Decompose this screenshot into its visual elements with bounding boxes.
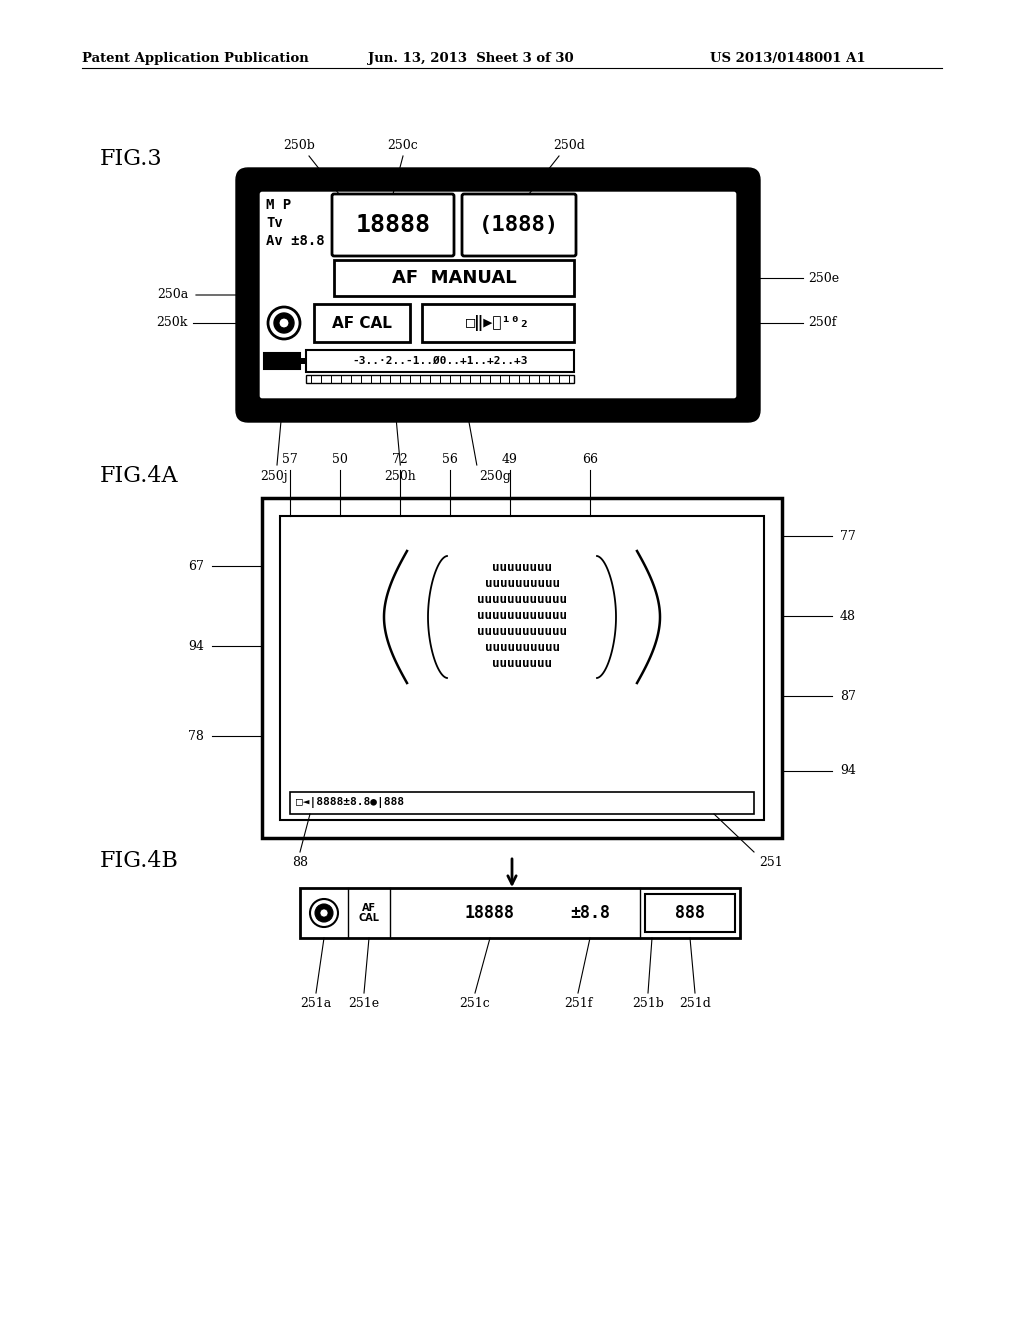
Circle shape (268, 308, 300, 339)
Text: 250g: 250g (479, 470, 511, 483)
Text: 94: 94 (188, 639, 204, 652)
Text: AF CAL: AF CAL (332, 315, 392, 330)
Text: 78: 78 (188, 730, 204, 742)
Text: 250b: 250b (283, 139, 315, 152)
Text: uuuuuuuuuuuu: uuuuuuuuuuuu (477, 624, 567, 638)
Text: 49: 49 (502, 453, 518, 466)
Text: 250a: 250a (157, 289, 188, 301)
Bar (300, 888, 740, 939)
Bar (306, 350, 574, 372)
Text: -3..·2..-1..Ø0..+1..+2..+3: -3..·2..-1..Ø0..+1..+2..+3 (352, 356, 527, 366)
Text: uuuuuuuuuuuu: uuuuuuuuuuuu (477, 609, 567, 622)
Text: 251: 251 (759, 855, 782, 869)
Text: □‖▶⌛¹⁰₂: □‖▶⌛¹⁰₂ (466, 315, 530, 331)
Text: FIG.4B: FIG.4B (100, 850, 179, 873)
Text: 50: 50 (332, 453, 348, 466)
Text: 250c: 250c (388, 139, 419, 152)
Text: 251c: 251c (460, 997, 490, 1010)
Text: Av ±8.8: Av ±8.8 (266, 234, 325, 248)
Bar (334, 260, 574, 296)
Bar (306, 375, 574, 383)
Text: 251e: 251e (348, 997, 380, 1010)
Text: ±8.8: ±8.8 (570, 904, 610, 921)
Text: 18888: 18888 (355, 213, 430, 238)
Text: 250d: 250d (553, 139, 585, 152)
Circle shape (315, 904, 333, 921)
Text: 94: 94 (840, 764, 856, 777)
Text: 251f: 251f (564, 997, 592, 1010)
Text: 88: 88 (292, 855, 308, 869)
Text: 250e: 250e (808, 272, 839, 285)
Text: 57: 57 (283, 453, 298, 466)
Text: 250k: 250k (157, 317, 188, 330)
Bar (262, 498, 782, 838)
Text: □◄|8888±8.8●|888: □◄|8888±8.8●|888 (296, 797, 404, 808)
Text: FIG.4A: FIG.4A (100, 465, 178, 487)
Text: Tv: Tv (266, 216, 283, 230)
Bar (290, 792, 754, 814)
Text: 87: 87 (840, 689, 856, 702)
Text: 251a: 251a (300, 997, 332, 1010)
Text: uuuuuuuu: uuuuuuuu (492, 561, 552, 574)
Text: 251d: 251d (679, 997, 711, 1010)
Text: M P: M P (266, 198, 291, 213)
FancyBboxPatch shape (236, 168, 760, 422)
Text: 888: 888 (675, 904, 705, 921)
Text: 67: 67 (188, 560, 204, 573)
Text: 250h: 250h (384, 470, 416, 483)
Text: 250j: 250j (260, 470, 288, 483)
Text: AF  MANUAL: AF MANUAL (392, 269, 516, 286)
Circle shape (310, 899, 338, 927)
Bar (314, 304, 410, 342)
Text: US 2013/0148001 A1: US 2013/0148001 A1 (710, 51, 865, 65)
FancyBboxPatch shape (462, 194, 575, 256)
Text: 250f: 250f (808, 317, 837, 330)
Text: Jun. 13, 2013  Sheet 3 of 30: Jun. 13, 2013 Sheet 3 of 30 (368, 51, 573, 65)
Text: uuuuuuuuuu: uuuuuuuuuu (484, 642, 559, 653)
FancyBboxPatch shape (332, 194, 454, 256)
Text: 66: 66 (582, 453, 598, 466)
Circle shape (279, 318, 289, 327)
Text: uuuuuuuuuu: uuuuuuuuuu (484, 577, 559, 590)
Text: Patent Application Publication: Patent Application Publication (82, 51, 309, 65)
Text: FIG.3: FIG.3 (100, 148, 163, 170)
Text: 56: 56 (442, 453, 458, 466)
Bar (645, 894, 735, 932)
Text: AF
CAL: AF CAL (358, 903, 380, 924)
Text: (1888): (1888) (479, 215, 559, 235)
Circle shape (274, 313, 294, 333)
Text: 18888: 18888 (465, 904, 515, 921)
Bar (422, 304, 574, 342)
Text: uuuuuuuuuuuu: uuuuuuuuuuuu (477, 593, 567, 606)
Circle shape (319, 909, 328, 917)
Bar (264, 352, 300, 370)
Bar (280, 516, 764, 820)
Text: 48: 48 (840, 610, 856, 623)
Text: 251b: 251b (632, 997, 664, 1010)
Text: 77: 77 (840, 529, 856, 543)
Circle shape (645, 906, 659, 920)
Text: 72: 72 (392, 453, 408, 466)
FancyBboxPatch shape (259, 191, 737, 399)
Bar (300, 358, 305, 364)
Text: uuuuuuuu: uuuuuuuu (492, 657, 552, 671)
